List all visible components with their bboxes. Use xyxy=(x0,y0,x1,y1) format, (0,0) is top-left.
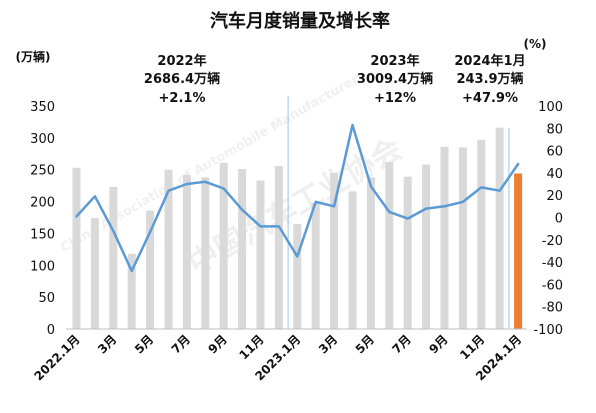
annotation-line: 2686.4万辆 xyxy=(144,71,220,87)
y-left-tick-label: 200 xyxy=(30,196,55,211)
annotation-line: 2022年 xyxy=(157,53,206,69)
y-left-tick-label: 300 xyxy=(30,132,55,147)
y-right-tick-label: 20 xyxy=(546,189,563,204)
annotation-line: +47.9% xyxy=(462,91,518,106)
y-right-tick-label: -20 xyxy=(542,234,563,249)
y-right-unit: (%) xyxy=(524,37,547,51)
bar xyxy=(146,210,155,329)
y-right-tick-label: 80 xyxy=(546,122,563,137)
bar xyxy=(330,172,339,329)
annotation-2024-jan: 2024年1月 243.9万辆 +47.9% xyxy=(454,53,525,106)
growth-rate-line xyxy=(75,123,520,273)
y-right-tick-label: -60 xyxy=(542,278,563,293)
y-left-tick-label: 50 xyxy=(38,291,55,306)
bar xyxy=(366,177,375,329)
bar xyxy=(385,162,394,329)
bar xyxy=(127,253,136,329)
x-tick-label: 5月 xyxy=(353,332,377,356)
y-right-tick-label: -80 xyxy=(542,301,563,316)
y-right-axis-labels: -100 -80 -60 -40 -20 0 20 40 60 80 100 xyxy=(533,100,563,338)
bar xyxy=(164,169,173,329)
x-tick-label: 5月 xyxy=(132,332,156,356)
y-left-axis-labels: 0 50 100 150 200 250 300 350 xyxy=(30,100,55,338)
bar xyxy=(458,147,467,329)
bar xyxy=(274,165,283,329)
bar xyxy=(72,167,81,329)
y-right-tick-label: 0 xyxy=(555,212,563,227)
watermark-en: China Association of Automobile Manufact… xyxy=(58,68,368,256)
bar xyxy=(256,180,265,329)
y-right-tick-label: -100 xyxy=(533,323,563,338)
bar xyxy=(348,191,357,329)
bar xyxy=(495,127,504,329)
bar xyxy=(403,176,412,329)
annotation-line: 3009.4万辆 xyxy=(357,71,433,87)
annotation-2022: 2022年 2686.4万辆 +2.1% xyxy=(144,53,220,106)
bar xyxy=(477,139,486,329)
bar-series xyxy=(72,127,523,329)
bar xyxy=(201,177,210,329)
annotation-2023: 2023年 3009.4万辆 +12% xyxy=(357,53,433,106)
x-tick-label: 2022.1月 xyxy=(31,332,82,383)
annotation-line: 2024年1月 xyxy=(454,53,525,69)
y-left-tick-label: 0 xyxy=(47,323,55,338)
bar-highlight xyxy=(514,173,523,329)
chart-title: 汽车月度销量及增长率 xyxy=(210,10,390,32)
annotation-line: +12% xyxy=(374,91,416,106)
annotation-line: 243.9万辆 xyxy=(456,71,523,87)
year-separators xyxy=(287,96,510,329)
x-tick-label: 3月 xyxy=(316,332,340,356)
x-tick-label: 9月 xyxy=(426,332,450,356)
x-tick-label: 11月 xyxy=(236,332,266,362)
y-right-tick-label: 100 xyxy=(538,100,563,115)
bar xyxy=(109,186,118,329)
y-left-tick-label: 350 xyxy=(30,100,55,115)
y-left-unit: (万辆) xyxy=(16,49,51,64)
y-left-tick-label: 100 xyxy=(30,259,55,274)
x-tick-label: 3月 xyxy=(95,332,119,356)
bar xyxy=(440,146,449,329)
bar xyxy=(182,174,191,329)
annotation-line: 2023年 xyxy=(370,53,419,69)
annotation-line: +2.1% xyxy=(159,91,206,106)
y-right-tick-label: 40 xyxy=(546,167,563,182)
bar xyxy=(90,218,99,329)
y-right-tick-label: -40 xyxy=(542,256,563,271)
growth-rate-series xyxy=(75,123,520,273)
bar xyxy=(238,169,247,329)
bar xyxy=(422,164,431,329)
y-right-tick-label: 60 xyxy=(546,145,563,160)
x-tick-label: 7月 xyxy=(390,332,414,356)
bar xyxy=(311,202,320,329)
x-tick-label: 9月 xyxy=(206,332,230,356)
bar xyxy=(219,162,228,329)
y-left-tick-label: 150 xyxy=(30,227,55,242)
bar xyxy=(293,223,302,329)
y-left-tick-label: 250 xyxy=(30,164,55,179)
x-tick-label: 7月 xyxy=(169,332,193,356)
x-tick-label: 11月 xyxy=(457,332,487,362)
